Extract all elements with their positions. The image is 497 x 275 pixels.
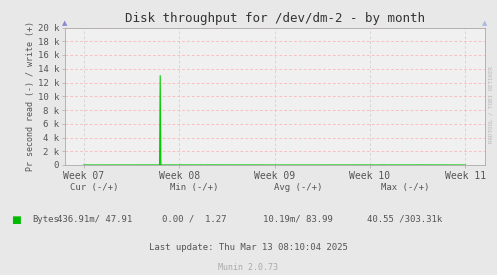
Text: 436.91m/ 47.91: 436.91m/ 47.91 — [57, 214, 132, 224]
Text: Avg (-/+): Avg (-/+) — [274, 183, 323, 192]
Text: Last update: Thu Mar 13 08:10:04 2025: Last update: Thu Mar 13 08:10:04 2025 — [149, 243, 348, 252]
Text: Munin 2.0.73: Munin 2.0.73 — [219, 263, 278, 272]
Text: 10.19m/ 83.99: 10.19m/ 83.99 — [263, 214, 333, 224]
Text: 0.00 /  1.27: 0.00 / 1.27 — [162, 214, 226, 224]
Y-axis label: Pr second read (-) / write (+): Pr second read (-) / write (+) — [26, 21, 35, 171]
Text: Max (-/+): Max (-/+) — [381, 183, 429, 192]
Text: ▲: ▲ — [482, 20, 487, 26]
Text: RRDTOOL / TOBI OETIKER: RRDTOOL / TOBI OETIKER — [488, 66, 493, 143]
Text: Min (-/+): Min (-/+) — [169, 183, 218, 192]
Text: Cur (-/+): Cur (-/+) — [70, 183, 119, 192]
Text: ■: ■ — [11, 214, 21, 224]
Title: Disk throughput for /dev/dm-2 - by month: Disk throughput for /dev/dm-2 - by month — [125, 12, 424, 25]
Text: 40.55 /303.31k: 40.55 /303.31k — [367, 214, 443, 224]
Text: ▲: ▲ — [62, 20, 67, 26]
Text: Bytes: Bytes — [32, 214, 59, 224]
